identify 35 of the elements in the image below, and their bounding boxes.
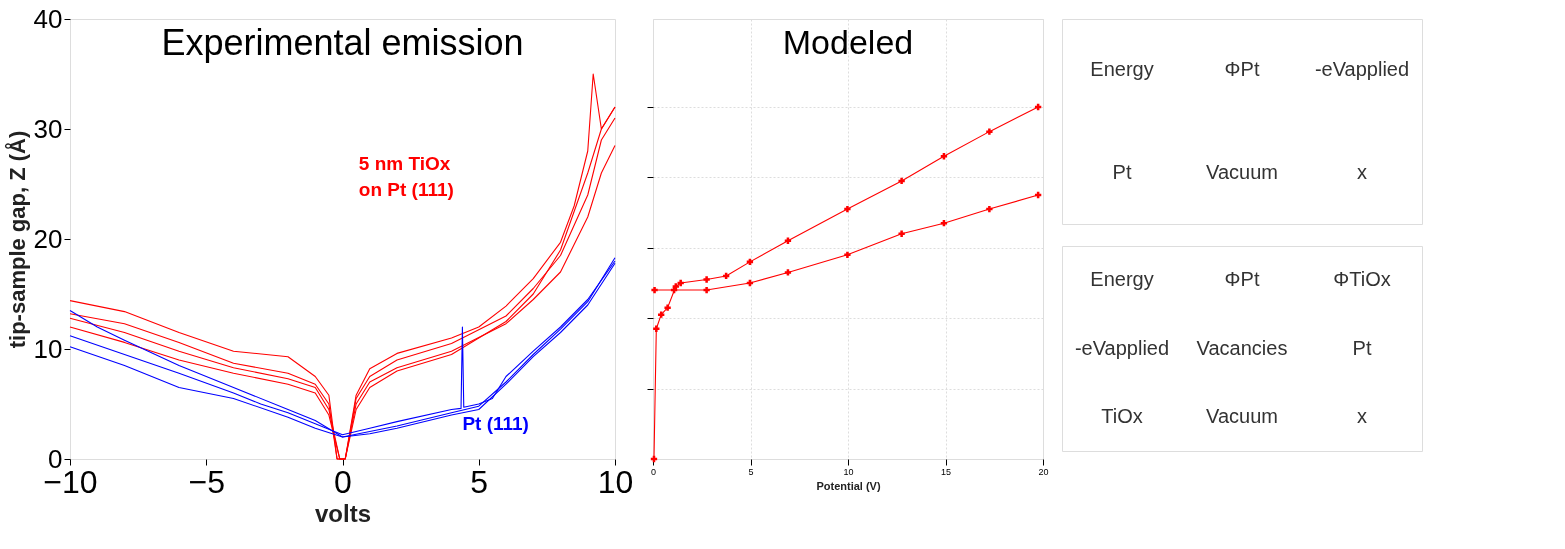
chart-title: Modeled (782, 23, 914, 61)
x-tick-label: 0 (650, 466, 657, 477)
text: -eVapplied (1074, 336, 1170, 359)
text: -eVapplied (1314, 58, 1410, 81)
text: 5 nm TiOx on Pt (111) (358, 153, 454, 201)
text: Pt (1112, 160, 1132, 183)
text: ΦTiOx (1333, 268, 1391, 291)
x-tick-label: 15 (940, 466, 952, 477)
text: Energy (1090, 268, 1154, 291)
text: Pt (1352, 336, 1372, 359)
x-tick-label: 5 (470, 463, 489, 500)
text: x (1357, 160, 1367, 183)
text: ΦPt (1224, 268, 1260, 291)
text: Vacuum (1206, 404, 1278, 427)
chart-title: Experimental emission (161, 22, 524, 63)
x-tick-label: 10 (597, 463, 634, 500)
text: TiOx (1101, 404, 1143, 427)
x-tick-label: 0 (334, 463, 352, 500)
x-tick-label: −5 (188, 463, 225, 500)
y-tick-label: 10 (33, 333, 63, 364)
y-axis-title: tip-sample gap, Z (Å) (3, 130, 30, 349)
x-axis-title: Potential (V) (816, 479, 881, 492)
text: Energy (1090, 58, 1154, 81)
x-tick-label: 10 (843, 466, 854, 477)
text: ΦPt (1224, 58, 1260, 81)
text: Vacancies (1196, 336, 1288, 359)
y-tick-label: 20 (33, 223, 63, 254)
series-label: Pt (111) (462, 412, 529, 434)
x-tick-label: 5 (748, 466, 754, 477)
x-tick-label: 20 (1038, 466, 1049, 477)
x-axis-title: volts (314, 499, 372, 527)
text: Vacuum (1206, 160, 1278, 183)
y-tick-label: 40 (33, 3, 63, 34)
text: x (1357, 404, 1367, 427)
y-tick-label: 30 (33, 113, 63, 144)
